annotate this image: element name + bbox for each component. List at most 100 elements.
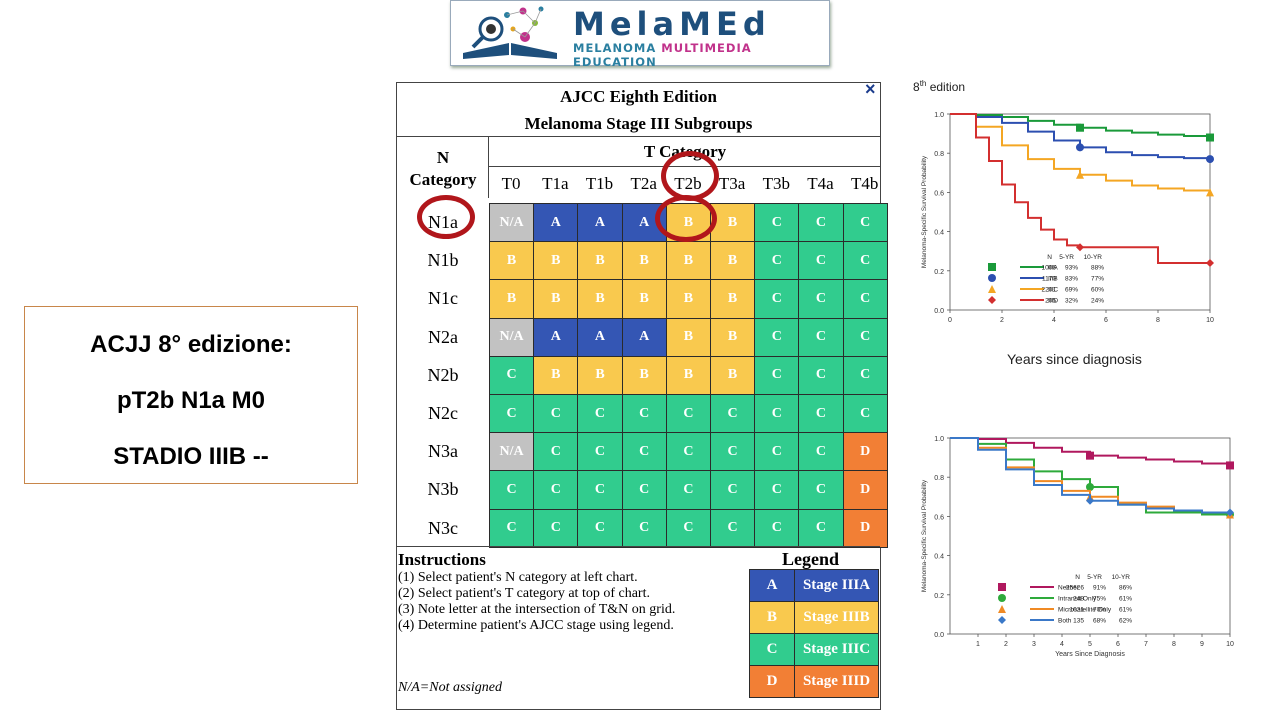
x-tick-label: 6 [1104, 317, 1108, 324]
legend-marker-neither [998, 583, 1006, 591]
series-marker-iiib [1076, 143, 1084, 152]
cell-n2c-t3b: C [754, 394, 800, 434]
cell-n1c-t4a: C [798, 279, 844, 319]
legend-marker-iiib [988, 274, 996, 282]
legend-name-neither: Neither [1058, 585, 1080, 592]
t-col-t3a: T3a [718, 174, 746, 193]
logo-subtitle-accent: MULTIMEDIA [661, 41, 752, 55]
cell-n1b-t0: B [489, 241, 535, 281]
legend-n-microsatellite-only: 1021 [1070, 607, 1085, 614]
legend-10yr-iiid: 24% [1091, 298, 1104, 305]
caption-text: edition [926, 80, 966, 94]
legend-letter-a: A [749, 569, 795, 602]
cell-n3a-t2a: C [621, 432, 667, 472]
legend-marker-iiia [988, 263, 996, 271]
n-row-n2a: N2a [428, 326, 458, 347]
logo-subtitle-part1: MELANOMA [573, 41, 662, 55]
y-axis-label: Melanoma-Specific Survival Probability [921, 479, 928, 592]
legend-10yr-both: 62% [1119, 618, 1132, 625]
grid-bottom-line [397, 546, 880, 547]
legend-10yr-iiic: 60% [1091, 287, 1104, 294]
y-tick-label: 0.0 [934, 308, 944, 315]
y-tick-label: 0.4 [934, 554, 944, 561]
cell-n3a-t4b: D [842, 432, 888, 472]
legend-5yr-iiib: 83% [1065, 276, 1078, 283]
cell-n3b-t1b: C [577, 470, 623, 510]
legend-name-microsatellite-only: Microsatellite Only [1058, 607, 1112, 614]
x-tick-label: 9 [1200, 641, 1204, 648]
x-axis-label: Years Since Diagnosis [1055, 651, 1125, 658]
legend-10yr-neither: 86% [1119, 585, 1132, 592]
series-marker-iiia [1206, 133, 1214, 142]
cell-n2b-t0: C [489, 355, 535, 395]
legend-10yr-intransit-only: 61% [1119, 596, 1132, 603]
cell-n1a-t4a: C [798, 203, 844, 243]
cell-n2b-t4a: C [798, 355, 844, 395]
cell-n1b-t3a: B [710, 241, 756, 281]
cell-n3a-t4a: C [798, 432, 844, 472]
cell-n2c-t2b: C [665, 394, 711, 434]
legend-letter-b: B [749, 601, 795, 634]
close-icon[interactable]: × [865, 79, 876, 99]
legend-name-iiia: IIIA [1048, 265, 1058, 272]
cell-n1b-t2b: B [665, 241, 711, 281]
cell-n1a-t0: N/A [489, 203, 535, 243]
x-tick-label: 8 [1156, 317, 1160, 324]
n-category-header: N Category [397, 147, 489, 191]
series-marker-iiib [1206, 155, 1214, 164]
cell-n2a-t2b: B [665, 317, 711, 357]
instruction-2: (2) Select patient's T category at top o… [398, 586, 650, 601]
cell-n3b-t2b: C [665, 470, 711, 510]
cell-n2c-t4a: C [798, 394, 844, 434]
y-tick-label: 1.0 [934, 112, 944, 119]
cell-n3b-t1a: C [533, 470, 579, 510]
summary-edition: ACJJ 8° edizione: [90, 331, 292, 358]
legend-n-intransit-only: 248 [1073, 596, 1084, 603]
y-tick-label: 0.2 [934, 593, 944, 600]
y-axis-label: Melanoma-Specific Survival Probability [921, 155, 928, 268]
legend-5yr-microsatellite-only: 70% [1093, 607, 1106, 614]
cell-n1c-t2b: B [665, 279, 711, 319]
km-edition-caption: 8th edition [913, 79, 965, 94]
y-tick-label: 0.6 [934, 190, 944, 197]
n-header-line2: Category [409, 170, 477, 189]
x-tick-label: 7 [1144, 641, 1148, 648]
legend-n-iiia: 1006 [1042, 265, 1057, 272]
satellite-survival-chart: 0.0 0.2 0.4 0.6 0.8 1.0 1 2 3 4 5 6 7 8 9 10 Melanoma-Sp… [921, 436, 1234, 658]
series-marker-iiid [1206, 258, 1214, 267]
legend-10yr-microsatellite-only: 61% [1119, 607, 1132, 614]
legend-label-a: Stage IIIA [794, 569, 879, 602]
legend-name-both: Both [1058, 618, 1072, 625]
x-tick-label: 5 [1088, 641, 1092, 648]
series-marker-iiic [1076, 170, 1084, 179]
cell-n2b-t1a: B [533, 355, 579, 395]
cell-n2b-t3a: B [710, 355, 756, 395]
legend-marker-iiid [988, 296, 996, 304]
header-vertical-divider [488, 136, 489, 198]
legend-n-both: 135 [1073, 618, 1084, 625]
t-col-t4a: T4a [807, 174, 834, 193]
cell-n2a-t1b: A [577, 317, 623, 357]
cell-n3b-t4b: D [842, 470, 888, 510]
logo-subtitle-part2: EDUCATION [573, 55, 657, 69]
n-row-n1c: N1c [428, 288, 458, 309]
x-tick-label: 10 [1226, 641, 1234, 648]
legend-marker-microsatellite-only [998, 605, 1006, 613]
legend-5yr-intransit-only: 75% [1093, 596, 1106, 603]
cell-n3c-t0: C [489, 508, 535, 548]
legend-title: Legend [782, 549, 840, 569]
title-divider [397, 136, 880, 137]
cell-n2a-t1a: A [533, 317, 579, 357]
cell-n1b-t1b: B [577, 241, 623, 281]
cell-n3a-t0: N/A [489, 432, 535, 472]
t2b-highlight-ring [661, 151, 719, 201]
x-tick-label: 10 [1206, 317, 1214, 324]
series-marker-both [1086, 496, 1094, 505]
legend-5yr-both: 68% [1093, 618, 1106, 625]
legend-header: N [1047, 254, 1052, 261]
caption-number: 8 [913, 80, 920, 94]
cell-n3b-t2a: C [621, 470, 667, 510]
legend-n-iiib: 1170 [1042, 276, 1056, 283]
logo-subtitle: MELANOMA MULTIMEDIA EDUCATION [573, 41, 829, 69]
legend-header: N [1075, 574, 1080, 581]
